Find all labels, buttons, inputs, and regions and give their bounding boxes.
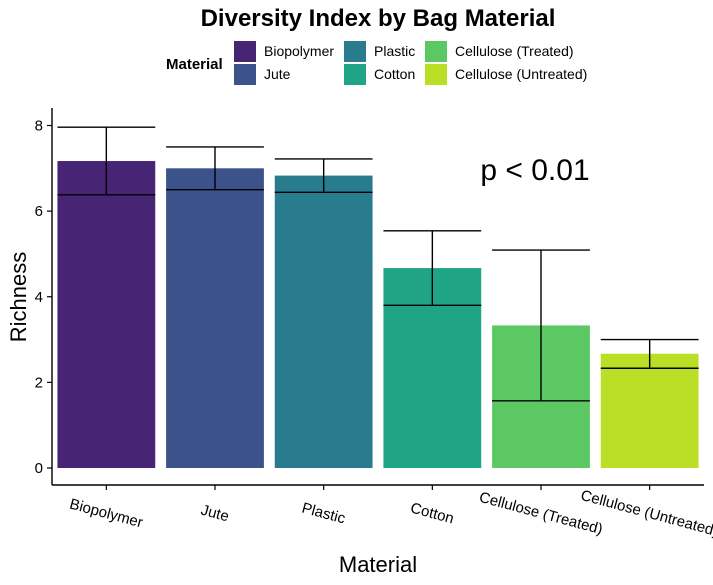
legend-swatch-cellulose-untreated bbox=[425, 64, 447, 85]
legend-title: Material bbox=[166, 56, 223, 73]
legend-swatch-cellulose-treated bbox=[425, 41, 447, 62]
legend-swatch-plastic bbox=[344, 41, 366, 62]
legend-label-jute: Jute bbox=[264, 66, 291, 82]
x-tick-label-jute: Jute bbox=[199, 502, 231, 526]
bar-jute bbox=[166, 168, 264, 468]
legend-swatch-jute bbox=[234, 64, 256, 85]
x-tick-label-plastic: Plastic bbox=[300, 500, 348, 528]
y-tick-label-2: 2 bbox=[35, 374, 43, 391]
y-tick-label-8: 8 bbox=[35, 118, 43, 135]
x-tick-label-biopolymer: Biopolymer bbox=[68, 496, 145, 532]
bar-plastic bbox=[274, 175, 373, 468]
chart-title: Diversity Index by Bag Material bbox=[201, 5, 556, 32]
legend-label-plastic: Plastic bbox=[374, 43, 415, 59]
y-axis-title: Richness bbox=[6, 252, 31, 342]
bar-cellulose-untreated bbox=[600, 353, 699, 468]
legend-label-cotton: Cotton bbox=[374, 66, 415, 82]
legend-swatch-cotton bbox=[344, 64, 366, 85]
legend: Material Biopolymer Jute Plastic Cotton Cell… bbox=[166, 41, 587, 85]
y-tick-label-0: 0 bbox=[35, 460, 43, 477]
legend-label-biopolymer: Biopolymer bbox=[264, 43, 334, 59]
p-value-annotation: p < 0.01 bbox=[480, 154, 589, 187]
plot-area bbox=[57, 126, 699, 469]
y-tick-label-4: 4 bbox=[35, 289, 43, 306]
legend-label-cellulose-treated: Cellulose (Treated) bbox=[455, 43, 574, 59]
x-axis-title: Material bbox=[339, 552, 417, 577]
bar-biopolymer bbox=[57, 161, 156, 469]
legend-swatch-biopolymer bbox=[234, 41, 256, 62]
legend-label-cellulose-untreated: Cellulose (Untreated) bbox=[455, 66, 587, 82]
x-tick-label-cotton: Cotton bbox=[409, 500, 456, 528]
y-tick-label-6: 6 bbox=[35, 203, 43, 220]
